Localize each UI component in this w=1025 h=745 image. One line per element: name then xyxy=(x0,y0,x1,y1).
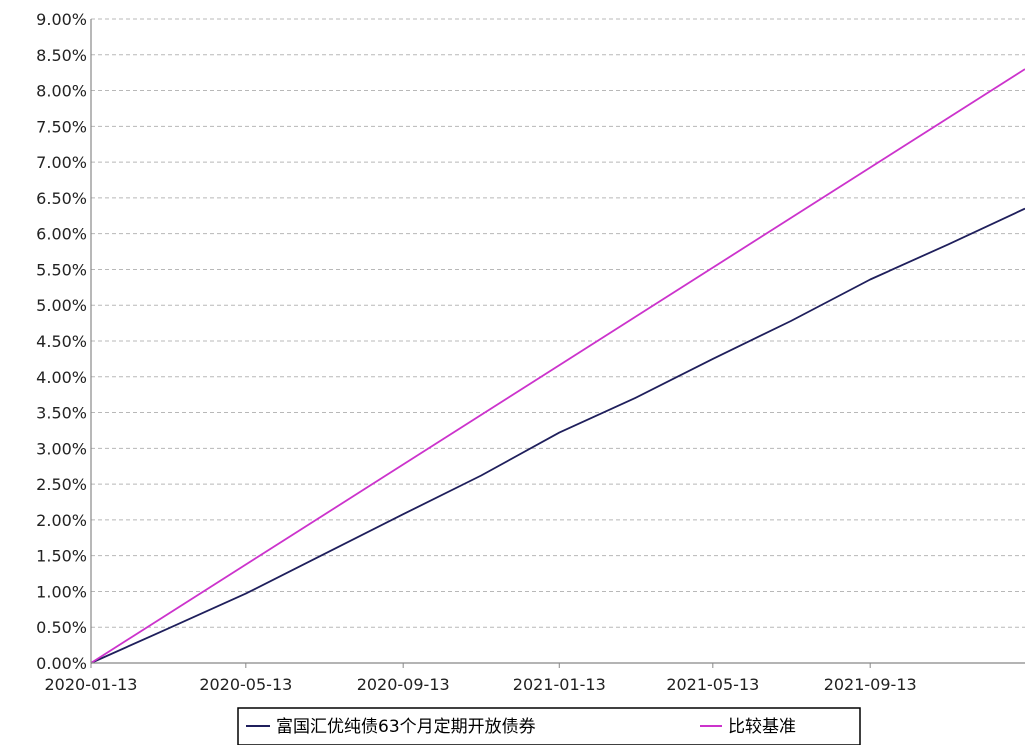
y-tick-label: 1.50% xyxy=(36,547,87,566)
x-tick-label: 2020-01-13 xyxy=(45,675,138,694)
x-tick-label: 2020-09-13 xyxy=(357,675,450,694)
x-tick-label: 2021-05-13 xyxy=(666,675,759,694)
y-tick-label: 5.50% xyxy=(36,260,87,279)
x-tick-label: 2020-05-13 xyxy=(199,675,292,694)
y-tick-label: 0.50% xyxy=(36,618,87,637)
y-tick-label: 0.00% xyxy=(36,654,87,673)
y-tick-label: 3.50% xyxy=(36,404,87,423)
legend-label-benchmark: 比较基准 xyxy=(728,717,796,737)
y-tick-label: 6.50% xyxy=(36,189,87,208)
series-line-fund xyxy=(90,207,1025,664)
x-tick-label: 2021-01-13 xyxy=(513,675,606,694)
y-tick-label: 8.50% xyxy=(36,46,87,65)
y-tick-label: 4.50% xyxy=(36,332,87,351)
legend-box xyxy=(237,707,861,745)
y-tick-label: 8.00% xyxy=(36,82,87,101)
legend-label-fund: 富国汇优纯债63个月定期开放债券 xyxy=(276,717,536,737)
y-tick-labels: 0.00% 0.50% 1.00% 1.50% 2.00% 2.50% 3.00% 3.50%… xyxy=(36,10,87,673)
grid-lines xyxy=(91,18,1025,628)
y-tick-label: 7.00% xyxy=(36,153,87,172)
y-tick-label: 4.00% xyxy=(36,368,87,387)
y-tick-label: 2.00% xyxy=(36,511,87,530)
y-tick-label: 2.50% xyxy=(36,475,87,494)
series-lines xyxy=(90,68,1025,664)
y-tick-label: 3.00% xyxy=(36,439,87,458)
y-tick-label: 9.00% xyxy=(36,10,87,29)
x-tick-labels: 2020-01-13 2020-05-13 2020-09-13 2021-01-13… xyxy=(45,675,917,694)
axes xyxy=(90,19,1025,668)
y-tick-label: 7.50% xyxy=(36,117,87,136)
y-tick-label: 6.00% xyxy=(36,225,87,244)
series-line-benchmark xyxy=(90,68,1025,664)
x-tick-label: 2021-09-13 xyxy=(824,675,917,694)
y-tick-label: 1.00% xyxy=(36,582,87,601)
y-tick-label: 5.00% xyxy=(36,296,87,315)
legend: 富国汇优纯债63个月定期开放债券 比较基准 xyxy=(237,707,861,745)
